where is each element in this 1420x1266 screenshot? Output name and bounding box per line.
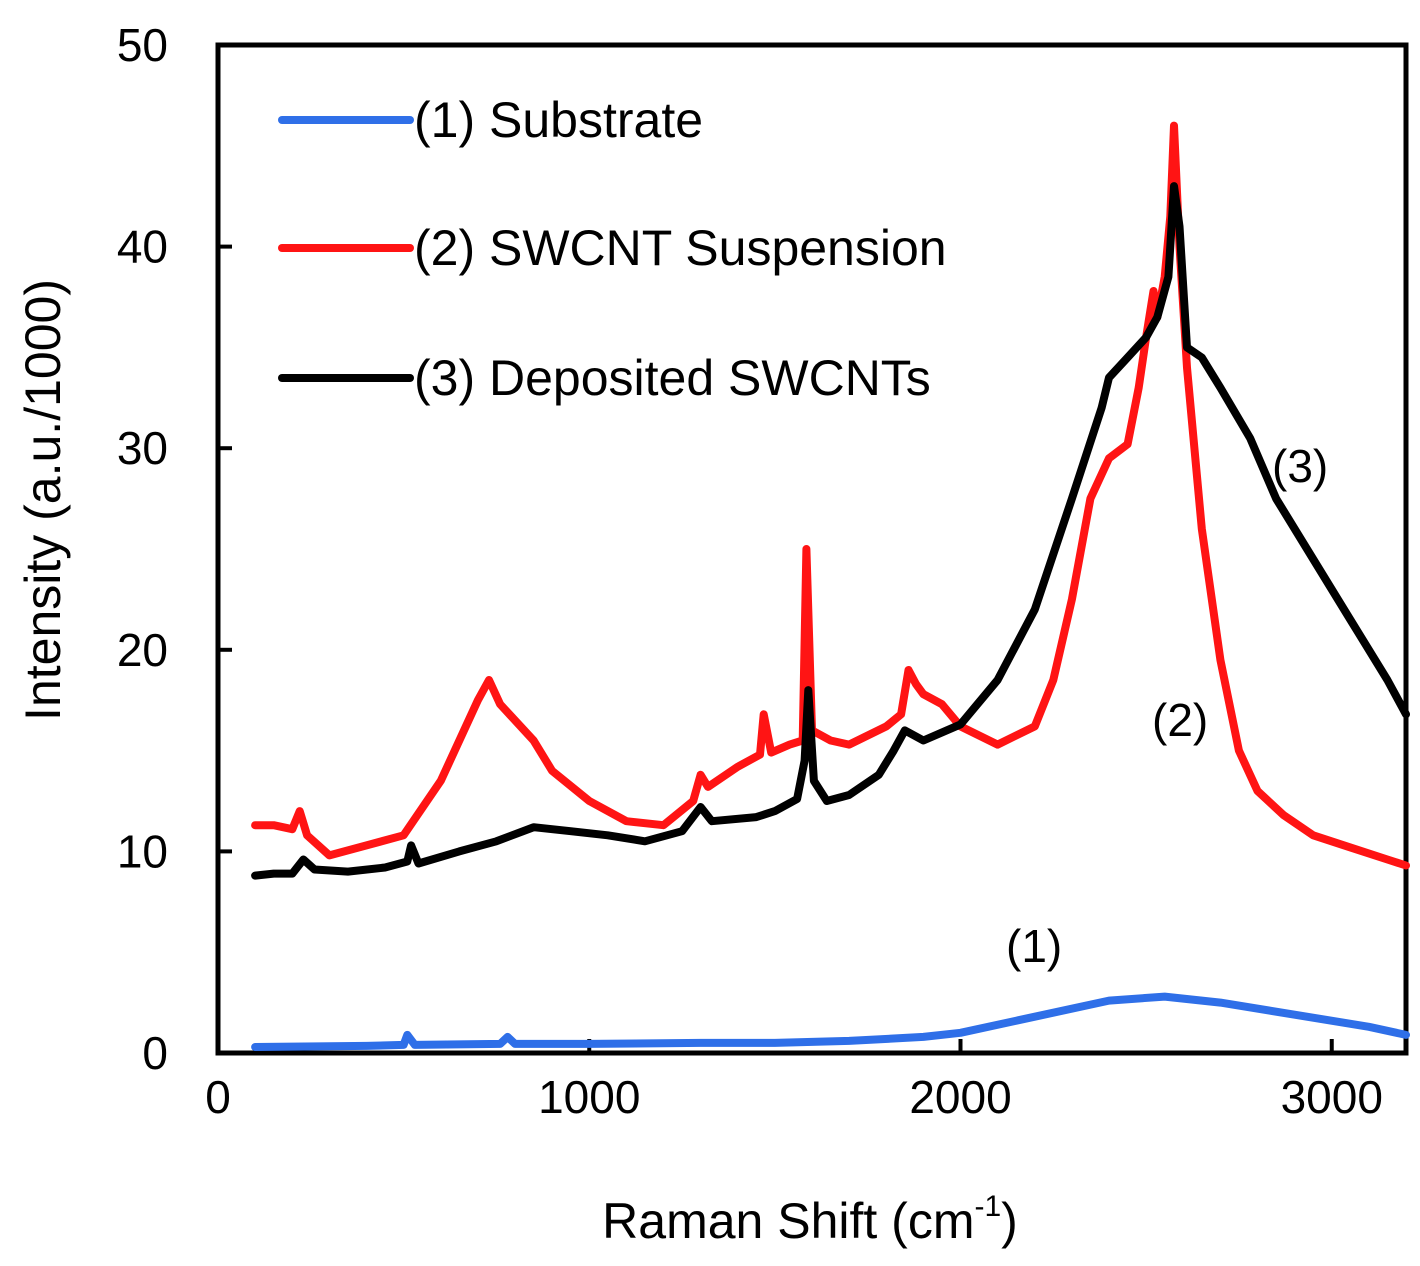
y-tick-label: 10 bbox=[117, 825, 168, 877]
axis-ticks: 0 1000 2000 3000 0 10 20 30 40 50 bbox=[117, 19, 1383, 1123]
series-line-substrate bbox=[251, 992, 1410, 1051]
plot-frame bbox=[215, 42, 1409, 1056]
legend-label-suspension: (2) SWCNT Suspension bbox=[414, 220, 947, 276]
x-tick-label: 0 bbox=[205, 1071, 231, 1123]
x-tick-label: 2000 bbox=[909, 1071, 1011, 1123]
legend: (1) Substrate (2) SWCNT Suspension (3) D… bbox=[278, 92, 947, 406]
series-lines bbox=[251, 121, 1410, 1051]
y-axis-title: Intensity (a.u./1000) bbox=[15, 279, 71, 721]
legend-label-substrate: (1) Substrate bbox=[414, 92, 703, 148]
x-tick-label: 1000 bbox=[538, 1071, 640, 1123]
annotation-suspension: (2) bbox=[1152, 694, 1208, 746]
x-axis-title: Raman Shift (cm-1) bbox=[602, 1190, 1018, 1249]
annotation-deposited: (3) bbox=[1272, 440, 1328, 492]
legend-label-deposited: (3) Deposited SWCNTs bbox=[414, 350, 931, 406]
y-tick-label: 0 bbox=[142, 1027, 168, 1079]
y-tick-label: 40 bbox=[117, 221, 168, 273]
y-tick-label: 50 bbox=[117, 19, 168, 71]
annotation-substrate: (1) bbox=[1006, 920, 1062, 972]
y-tick-label: 20 bbox=[117, 624, 168, 676]
series-line-deposited bbox=[251, 182, 1410, 880]
x-tick-label: 3000 bbox=[1281, 1071, 1383, 1123]
y-tick-label: 30 bbox=[117, 422, 168, 474]
